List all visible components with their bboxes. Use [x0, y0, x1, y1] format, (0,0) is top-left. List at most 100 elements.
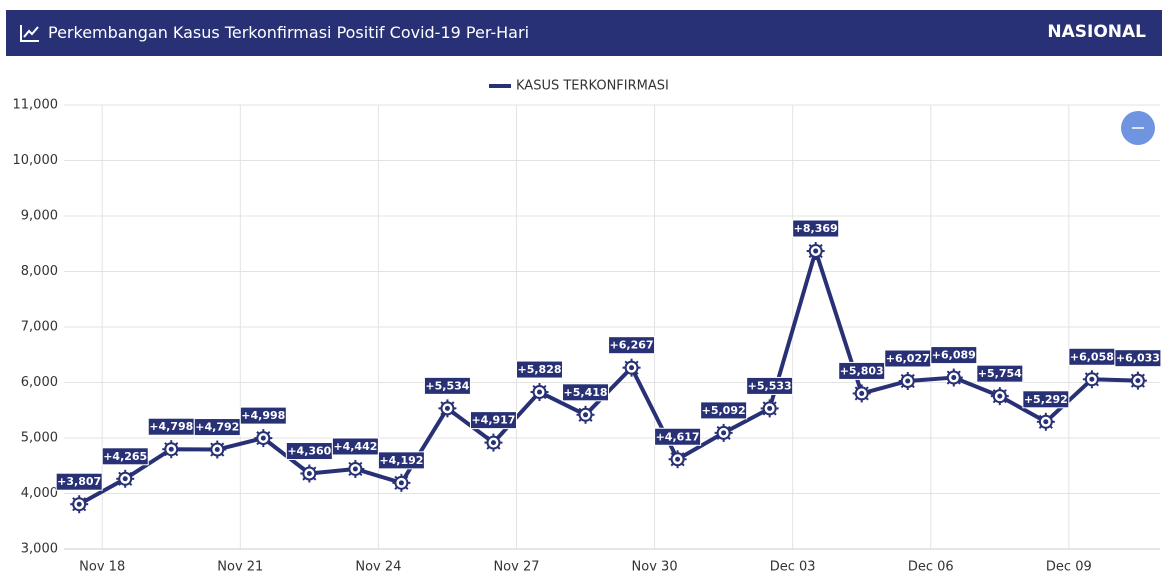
marker-core	[122, 476, 128, 482]
marker-core	[260, 435, 266, 441]
region-label: NASIONAL	[1047, 22, 1146, 42]
value-label-bg	[792, 219, 840, 238]
virus-marker	[438, 399, 457, 418]
marker-core	[214, 447, 220, 453]
marker-core	[721, 430, 727, 436]
virus-marker	[392, 473, 411, 492]
value-label: +6,089	[932, 349, 976, 362]
header-title: Perkembangan Kasus Terkonfirmasi Positif…	[48, 23, 530, 42]
value-label: +4,792	[195, 421, 239, 434]
virus-marker	[852, 384, 871, 403]
marker-core	[398, 480, 404, 486]
virus-marker	[622, 358, 641, 377]
value-label: +5,828	[517, 363, 561, 376]
value-label-bg	[1114, 349, 1162, 368]
value-label: +4,917	[471, 414, 515, 427]
x-tick-label: Dec 06	[908, 560, 954, 575]
y-tick-label: 8,000	[21, 264, 58, 279]
virus-marker	[990, 387, 1009, 406]
value-label: +5,803	[840, 364, 884, 377]
value-label: +5,418	[564, 386, 608, 399]
value-label: +4,442	[333, 440, 377, 453]
y-tick-label: 4,000	[21, 486, 58, 501]
virus-marker	[530, 383, 549, 402]
y-tick-label: 11,000	[13, 98, 59, 113]
chart-icon	[20, 25, 39, 42]
virus-marker	[484, 433, 503, 452]
value-label: +6,033	[1116, 352, 1160, 365]
value-label-bg	[423, 376, 471, 395]
value-label-bg	[55, 472, 103, 491]
virus-marker	[70, 495, 89, 514]
virus-marker	[714, 423, 733, 442]
value-label: +5,533	[748, 379, 792, 392]
marker-core	[675, 456, 681, 462]
y-tick-label: 6,000	[21, 375, 58, 390]
virus-marker	[1082, 370, 1101, 389]
value-label-bg	[377, 451, 425, 470]
value-label-bg	[101, 447, 149, 466]
value-label-bg	[331, 437, 379, 456]
value-label: +4,798	[149, 420, 193, 433]
y-tick-label: 7,000	[21, 320, 58, 335]
x-tick-label: Nov 30	[632, 560, 678, 575]
x-tick-label: Dec 03	[770, 560, 816, 575]
x-tick-label: Nov 24	[355, 560, 401, 575]
value-label-bg	[608, 336, 656, 355]
virus-marker	[346, 459, 365, 478]
value-label-bg	[562, 383, 610, 402]
marker-core	[629, 365, 635, 371]
value-label: +4,617	[656, 430, 700, 443]
value-label: +6,267	[610, 339, 654, 352]
virus-marker	[300, 464, 319, 483]
virus-marker	[1128, 371, 1147, 390]
marker-core	[813, 248, 819, 254]
marker-core	[306, 471, 312, 477]
marker-core	[951, 375, 957, 381]
virus-marker	[576, 405, 595, 424]
marker-core	[444, 405, 450, 411]
marker-core	[537, 389, 543, 395]
marker-core	[1135, 378, 1141, 384]
marker-core	[583, 412, 589, 418]
virus-marker	[944, 368, 963, 387]
y-tick-label: 3,000	[21, 542, 58, 557]
value-label: +5,754	[978, 367, 1022, 380]
value-label-bg	[469, 411, 517, 430]
value-label: +5,292	[1024, 393, 1068, 406]
value-label: +6,027	[886, 352, 930, 365]
value-label: +6,058	[1070, 350, 1114, 363]
virus-marker	[1036, 412, 1055, 431]
value-label-bg	[1022, 390, 1070, 409]
marker-core	[997, 393, 1003, 399]
marker-core	[905, 378, 911, 384]
marker-core	[490, 440, 496, 446]
value-label-bg	[746, 376, 794, 395]
value-label: +5,534	[425, 379, 469, 392]
x-tick-label: Nov 18	[79, 560, 125, 575]
value-label: +4,265	[103, 450, 147, 463]
value-label-bg	[930, 346, 978, 365]
y-tick-label: 9,000	[21, 209, 58, 224]
value-label-bg	[193, 418, 241, 437]
x-tick-label: Nov 27	[493, 560, 539, 575]
marker-core	[352, 466, 358, 472]
marker-core	[76, 501, 82, 507]
value-label: +4,192	[379, 454, 423, 467]
x-tick-label: Nov 21	[217, 560, 263, 575]
value-label: +5,092	[702, 404, 746, 417]
value-label-bg	[976, 364, 1024, 383]
virus-marker	[668, 450, 687, 469]
marker-core	[168, 446, 174, 452]
value-label: +8,369	[794, 222, 838, 235]
value-label-bg	[838, 361, 886, 380]
y-tick-label: 10,000	[13, 153, 59, 168]
virus-marker	[898, 372, 917, 391]
value-label-bg	[700, 401, 748, 420]
virus-marker	[208, 440, 227, 459]
marker-core	[1089, 376, 1095, 382]
legend-label: KASUS TERKONFIRMASI	[516, 79, 669, 94]
value-label: +3,807	[57, 475, 101, 488]
virus-marker	[162, 440, 181, 459]
